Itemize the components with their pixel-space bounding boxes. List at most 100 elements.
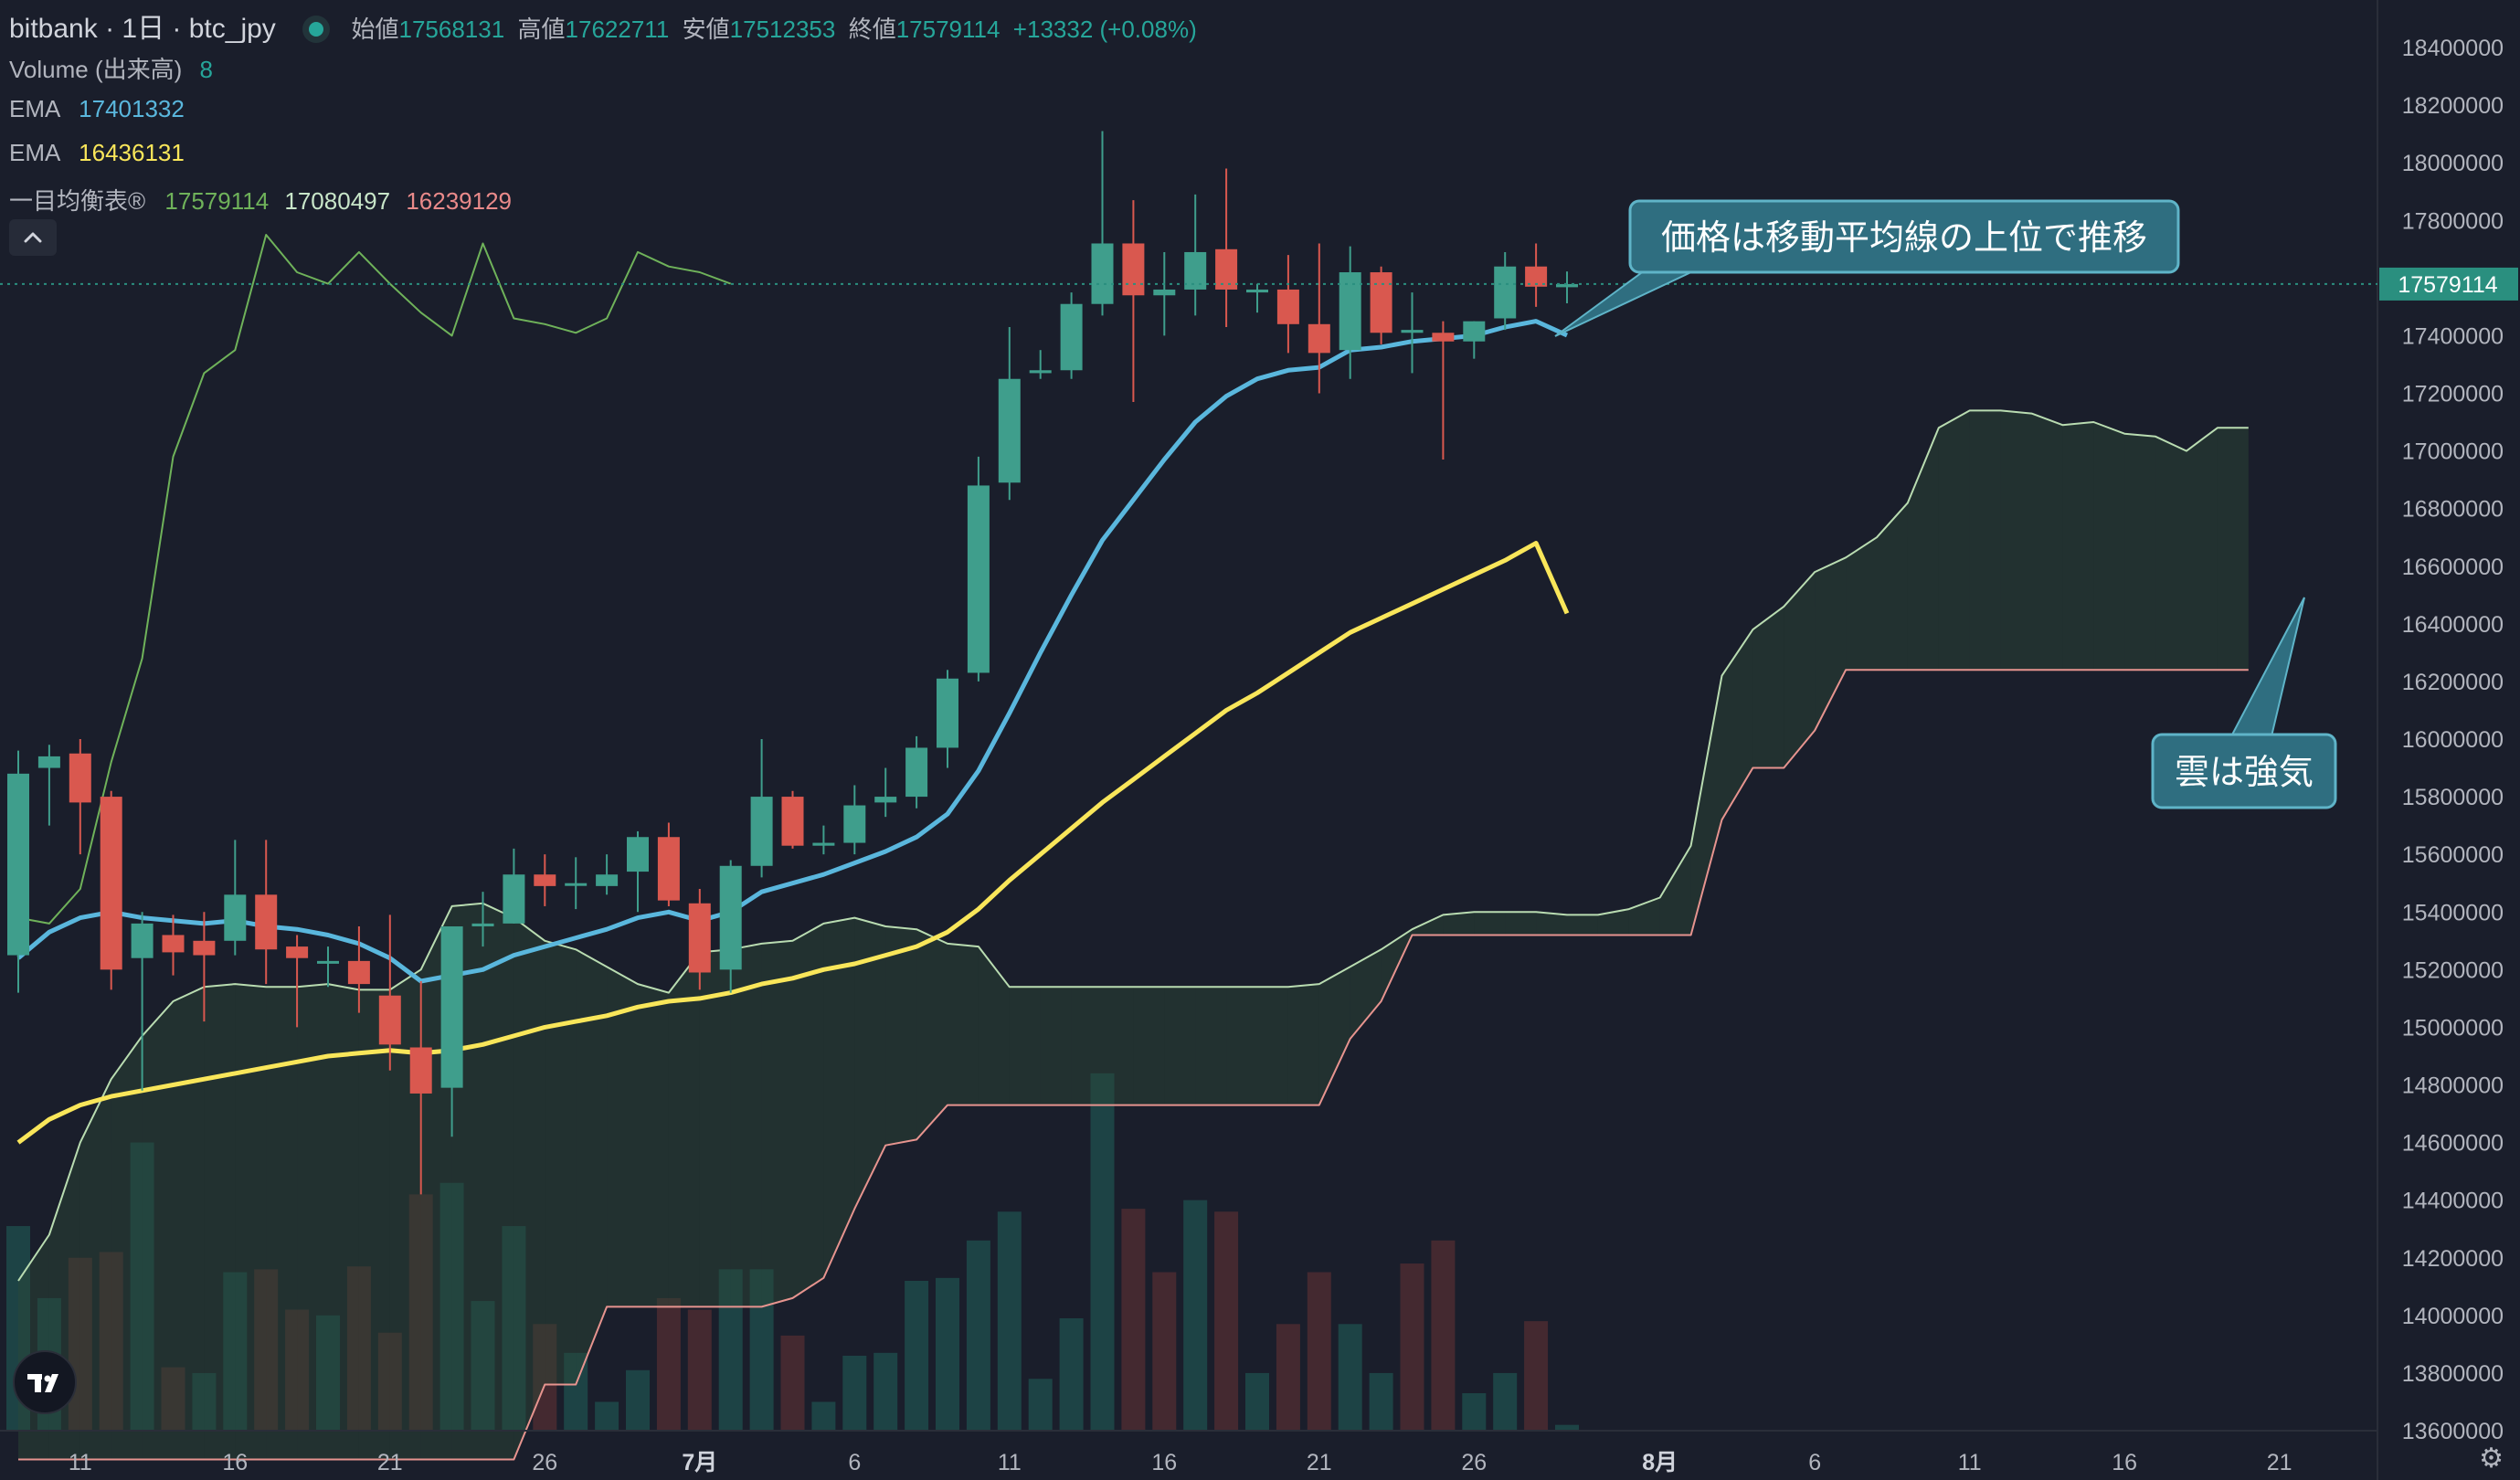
cloud-segment [1567, 914, 1598, 936]
volume-bars [6, 1073, 1579, 1431]
cloud-segment [1318, 967, 1350, 1105]
cloud-segment [2000, 410, 2032, 671]
candle-body [627, 837, 649, 872]
volume-bar [997, 1211, 1022, 1431]
candle-body [69, 753, 91, 803]
candle-body [1215, 248, 1238, 290]
candle-body [781, 797, 804, 846]
time-tick-label: 6 [1808, 1450, 1821, 1475]
candle-body [1153, 289, 1176, 296]
cloud-segment [1969, 410, 2001, 671]
volume-bar [533, 1324, 557, 1431]
cloud-segment [1721, 629, 1753, 820]
candle-body [503, 874, 525, 924]
candle-body [874, 797, 897, 803]
volume-bar [842, 1355, 867, 1431]
volume-bar [1338, 1324, 1362, 1431]
candle-body [1494, 266, 1517, 319]
collapse-legend-button[interactable] [9, 219, 57, 256]
candle-body [534, 874, 556, 886]
price-tick-label: 18200000 [2402, 93, 2504, 119]
volume-bar [936, 1277, 959, 1431]
price-tick-label: 15600000 [2402, 842, 2504, 868]
legend-ema-slow[interactable]: EMA 16436131 [9, 139, 185, 167]
cloud-segment [823, 917, 855, 1278]
price-tick-label: 15800000 [2402, 785, 2504, 810]
cloud-segment [514, 917, 545, 1460]
cloud-segment [1752, 606, 1784, 768]
volume-bar [1059, 1317, 1084, 1431]
candle-body [162, 935, 185, 953]
price-axis-bg [2377, 0, 2520, 1480]
volume-bar [377, 1332, 402, 1431]
cloud-segment [545, 940, 577, 1385]
cloud-segment [2031, 413, 2063, 671]
cloud-segment [1846, 537, 1877, 671]
candle-body [812, 842, 835, 846]
cloud-segment [885, 926, 917, 1146]
price-tick-label: 14800000 [2402, 1073, 2504, 1099]
cloud-segment [1133, 987, 1165, 1105]
cloud-segment [1412, 914, 1444, 936]
cloud-segment [2155, 436, 2186, 671]
time-tick-label: 16 [222, 1450, 248, 1475]
candle-body [1184, 251, 1207, 290]
cloud-segment [854, 917, 886, 1210]
volume-bar [718, 1269, 743, 1431]
price-tick-label: 15200000 [2402, 957, 2504, 983]
candle-body [7, 773, 29, 956]
legend-ema-slow-value: 16436131 [79, 139, 185, 166]
legend-ema-slow-label: EMA [9, 139, 59, 166]
candle-body [1556, 283, 1578, 288]
cloud-segment [730, 943, 762, 1307]
price-tick-label: 17200000 [2402, 382, 2504, 407]
candle-body [596, 874, 619, 886]
time-tick-label: 21 [377, 1450, 403, 1475]
candle-body [224, 894, 247, 941]
candle-body [255, 894, 278, 950]
price-tick-label: 15400000 [2402, 900, 2504, 925]
candle-body [1060, 303, 1083, 371]
price-tick-label: 18000000 [2402, 151, 2504, 176]
legend-volume[interactable]: Volume (出来高) 8 [9, 51, 213, 85]
legend-ichimoku[interactable]: 一目均衡表® 17579114 17080497 16239129 [9, 183, 512, 217]
cloud-segment [1536, 912, 1567, 936]
volume-bar [966, 1240, 990, 1431]
cloud-segment [1350, 949, 1382, 1040]
candle-body [1401, 330, 1424, 333]
price-tick-label: 17400000 [2402, 323, 2504, 349]
candle-body [378, 995, 401, 1045]
tradingview-logo-icon[interactable] [13, 1350, 77, 1414]
candle-body [1432, 333, 1455, 342]
time-tick-label: 8月 [1642, 1450, 1678, 1475]
cloud-segment [111, 1035, 143, 1460]
candle-body [286, 946, 309, 958]
cloud-segment [1784, 572, 1816, 768]
callout-price-above-ma-text: 価格は移動平均線の上位で推移 [1661, 217, 2147, 258]
volume-bar [439, 1182, 464, 1431]
legend-ema-fast-value: 17401332 [79, 95, 185, 122]
candle-body [750, 797, 773, 866]
candle-body [843, 805, 866, 843]
price-tick-label: 16800000 [2402, 497, 2504, 523]
cloud-segment [1815, 557, 1847, 731]
legend-ema-fast[interactable]: EMA 17401332 [9, 95, 185, 123]
volume-bar [1152, 1272, 1177, 1431]
callout-price-above-ma-fill [1632, 203, 2176, 270]
volume-bar [1214, 1211, 1239, 1431]
cloud-segment [1659, 845, 1691, 936]
volume-bar [316, 1315, 340, 1431]
ichimoku-lagging-span-line [17, 234, 732, 925]
tv-glyph-icon [27, 1374, 58, 1392]
time-tick-label: 26 [532, 1450, 557, 1475]
cloud-segment [1102, 987, 1134, 1105]
cloud-segment [1195, 987, 1227, 1105]
cloud-segment [699, 949, 731, 1307]
candlesticks [7, 131, 1578, 1195]
volume-bar [1555, 1424, 1579, 1431]
settings-gear-icon[interactable]: ⚙ [2479, 1443, 2504, 1474]
cloud-segment [576, 949, 608, 1385]
symbol-title[interactable]: bitbank · 1日 · btc_jpy [9, 14, 276, 44]
